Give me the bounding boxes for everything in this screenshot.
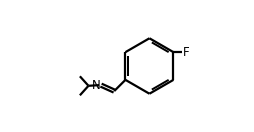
Text: F: F [183, 46, 189, 59]
Text: N: N [92, 79, 100, 92]
